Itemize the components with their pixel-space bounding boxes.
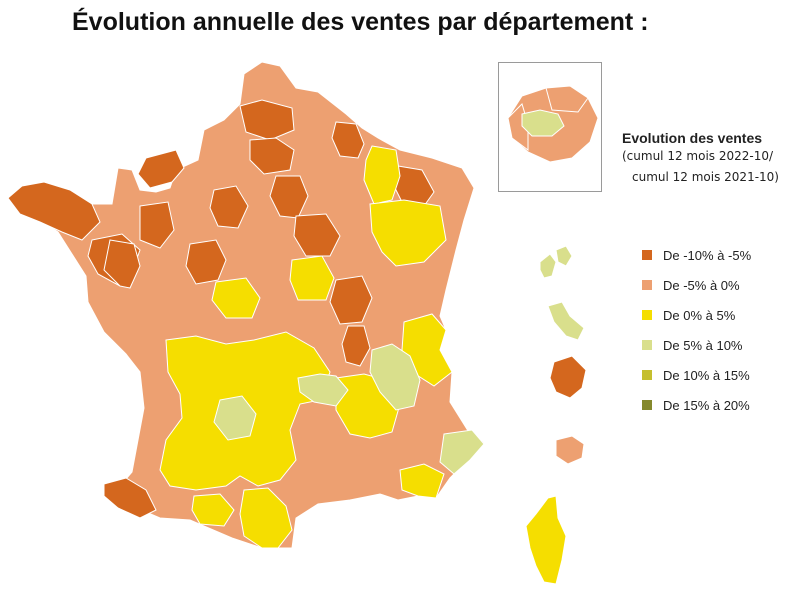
overseas-territories <box>525 245 587 585</box>
legend-swatch <box>642 400 652 410</box>
legend-label: De 10% à 15% <box>663 367 750 383</box>
department-isere <box>369 343 421 411</box>
department-indre <box>211 277 261 319</box>
map-title: Évolution annuelle des ventes par départ… <box>72 8 649 36</box>
legend-swatch <box>642 310 652 320</box>
legend-subtitle-line1: (cumul 12 mois 2022-10/ <box>622 149 774 163</box>
legend-label: De -10% à -5% <box>663 247 752 263</box>
department-nievre <box>329 275 373 325</box>
legend-header: Evolution des ventes (cumul 12 mois 2022… <box>622 130 802 188</box>
legend-label: De 15% à 20% <box>663 397 750 413</box>
department-manche <box>137 149 185 189</box>
paris-inset-map <box>507 85 599 163</box>
department-alpes-maritimes <box>439 429 485 475</box>
martinique <box>547 301 585 341</box>
legend-item: De -5% à 0% <box>642 270 751 300</box>
legend-item: De -10% à -5% <box>642 240 751 270</box>
department-aude <box>239 487 293 549</box>
legend-subtitle-line2: cumul 12 mois 2021-10) <box>632 170 779 184</box>
corse <box>525 495 567 585</box>
department-loire <box>297 373 349 407</box>
department-oise <box>249 137 295 175</box>
departments-5-10 <box>213 343 485 475</box>
department-var <box>399 463 445 499</box>
department-pyrenees-atlantiques <box>103 477 157 519</box>
legend-item: De 5% à 10% <box>642 330 751 360</box>
legend-label: De 0% à 5% <box>663 307 736 323</box>
paris-inset-frame <box>498 62 602 192</box>
la-reunion <box>555 435 585 465</box>
legend-item: De 10% à 15% <box>642 360 751 390</box>
department-sarthe <box>185 239 227 285</box>
legend-label: De -5% à 0% <box>663 277 740 293</box>
department-loire-atlantique <box>103 239 141 289</box>
legend-swatch <box>642 280 652 290</box>
legend-title: Evolution des ventes <box>622 130 763 146</box>
department-rhone <box>341 325 371 367</box>
legend-swatch <box>642 370 652 380</box>
legend-swatch <box>642 340 652 350</box>
legend-swatch <box>642 250 652 260</box>
legend-item: De 15% à 20% <box>642 390 751 420</box>
department-mayenne <box>139 201 175 249</box>
department-eure-et-loir <box>209 185 249 229</box>
legend-items: De -10% à -5% De -5% à 0% De 0% à 5% De … <box>642 240 751 420</box>
department-ardennes <box>331 121 365 159</box>
legend-label: De 5% à 10% <box>663 337 743 353</box>
guyane <box>549 355 587 399</box>
legend-item: De 0% à 5% <box>642 300 751 330</box>
paris-department <box>521 109 565 137</box>
department-finistere <box>7 181 101 241</box>
department-loiret <box>289 255 335 301</box>
department-ariege <box>191 493 235 527</box>
department-somme <box>239 99 295 141</box>
department-yonne <box>293 213 341 257</box>
guadeloupe <box>539 245 573 279</box>
department-haute-marne <box>369 199 447 267</box>
departments-minus10-minus5 <box>7 99 435 519</box>
seine-saint-denis <box>545 85 589 113</box>
department-correze <box>213 395 257 441</box>
